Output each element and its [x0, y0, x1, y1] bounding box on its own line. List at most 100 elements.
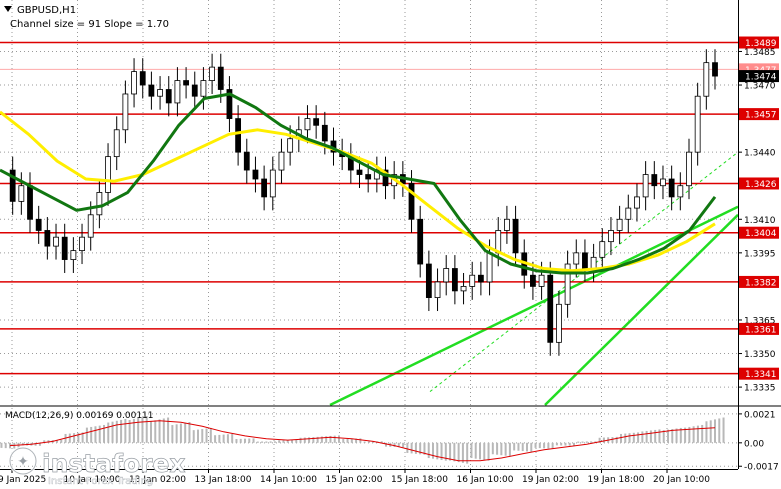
logo-mark-icon: ✦	[17, 454, 29, 470]
time-tick-label: 16 Jan 10:00	[457, 475, 514, 485]
candle-body	[252, 169, 259, 180]
time-tick-label: 9 Jan 2025	[0, 475, 46, 485]
candle-body	[469, 274, 476, 287]
candle-body	[504, 218, 510, 231]
level-badge	[739, 36, 779, 49]
candle-body	[608, 230, 614, 243]
candle-body	[712, 62, 718, 77]
level-badge	[739, 275, 779, 288]
candle-body	[321, 124, 328, 142]
candle-body	[365, 174, 372, 180]
candle-body	[200, 80, 207, 97]
candle-body	[356, 169, 363, 175]
candle-body	[44, 230, 51, 247]
time-tick-label: 14 Jan 10:00	[260, 475, 317, 485]
candle-body	[382, 169, 389, 187]
instaforex-logo: ✦ instaforex Instant Forex Trading	[8, 446, 186, 487]
price-series	[0, 49, 718, 356]
candle-body	[634, 196, 640, 209]
channel-info: Channel size = 91 Slope = 1.70	[10, 19, 169, 30]
time-tick-label: 15 Jan 18:00	[391, 475, 448, 485]
candle-body	[139, 71, 146, 86]
candle-body	[538, 274, 545, 287]
level-label: 1.3489	[745, 39, 777, 49]
candle-body	[530, 274, 536, 287]
logo-tagline: Instant Forex Trading	[48, 476, 153, 487]
chart-symbol: GBPUSD,H1	[17, 5, 76, 16]
candle-body	[304, 118, 311, 131]
time-tick-label: 13 Jan 18:00	[195, 475, 252, 485]
time-axis: 9 Jan 2025 10 Jan 10:00 13 Jan 02:00 13 Jan…	[0, 469, 738, 485]
price-tick-label: 1.3470	[744, 82, 776, 92]
price-tick-label: 1.3350	[744, 350, 776, 360]
candle-body	[27, 185, 33, 220]
candle-body	[217, 66, 224, 90]
candle-body	[512, 218, 519, 254]
level-badge	[739, 322, 779, 335]
price-tick-label: 1.3365	[744, 316, 776, 326]
ma-green-line	[0, 92, 717, 275]
support-resistance-levels	[0, 41, 738, 375]
macd-panel: 0.0021 0.00 -0.0017 MACD(12,26,9) 0.00169 0…	[0, 405, 781, 473]
dropdown-triangle-icon[interactable]	[4, 6, 12, 12]
candle-body	[668, 178, 675, 198]
level-label: 1.3426	[745, 180, 777, 190]
candle-body	[677, 185, 684, 198]
price-tick-label: 1.3335	[744, 384, 776, 394]
macd-tick-label: 0.00	[744, 439, 764, 449]
candle-body	[87, 214, 94, 238]
candle-body	[174, 80, 181, 104]
candle-body	[209, 66, 215, 81]
candle-body	[269, 169, 276, 198]
candle-body	[547, 274, 554, 343]
macd-tick-label: 0.0021	[744, 410, 776, 420]
channel-mid-line	[429, 151, 739, 392]
time-tick-label: 20 Jan 10:00	[653, 475, 710, 485]
candle-body	[9, 169, 16, 202]
candle-body	[616, 218, 623, 231]
candle-body	[157, 89, 163, 97]
candle-body	[235, 118, 242, 153]
candle-body	[686, 151, 692, 187]
candle-body	[61, 236, 68, 260]
candle-body	[417, 218, 424, 265]
candle-body	[443, 268, 450, 283]
ma-yellow-line	[0, 110, 716, 273]
candle-body	[131, 71, 137, 95]
level-label: 1.3382	[745, 278, 777, 288]
candle-body	[313, 118, 320, 126]
level-label: 1.3457	[745, 111, 777, 121]
candle-body	[35, 218, 42, 231]
current-price-label: 1.3474	[745, 73, 777, 83]
candle-body	[183, 80, 189, 86]
price-tick-label: 1.3440	[744, 149, 776, 159]
level-badge	[739, 367, 779, 380]
candle-body	[660, 178, 666, 187]
candle-body	[460, 286, 467, 292]
candle-body	[105, 156, 111, 193]
candle-body	[243, 151, 250, 171]
candle-body	[191, 84, 198, 97]
candle-body	[486, 252, 493, 283]
candle-body	[573, 252, 580, 265]
candle-body	[425, 263, 432, 298]
candle-body	[261, 178, 268, 198]
time-tick-label: 15 Jan 02:00	[326, 475, 383, 485]
logo-text: instaforex	[42, 449, 186, 478]
candle-body	[694, 95, 701, 153]
macd-label: MACD(12,26,9) 0.00169 0.00111	[5, 411, 154, 421]
candle-body	[625, 207, 632, 220]
level-label: 1.3341	[745, 370, 777, 380]
candle-body	[434, 281, 441, 298]
level-label: 1.3361	[745, 325, 777, 335]
candle-body	[113, 129, 120, 158]
logo-ring-outline	[9, 447, 37, 475]
candle-body	[278, 151, 285, 171]
current-price-badge	[739, 70, 779, 83]
candle-body	[451, 268, 458, 292]
time-tick-label: 13 Jan 02:00	[129, 475, 186, 485]
candle-body	[122, 93, 129, 131]
candle-body	[18, 185, 25, 202]
